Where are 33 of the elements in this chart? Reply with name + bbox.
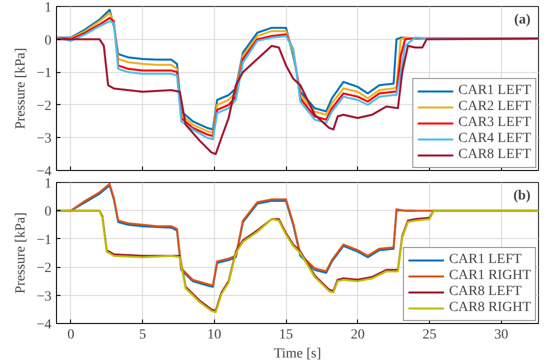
- y-tick-label: 0: [44, 204, 52, 220]
- x-tick-label: 20: [350, 328, 365, 342]
- x-tick-label: 5: [139, 328, 146, 342]
- y-axis-title: Pressure [kPa]: [14, 212, 29, 294]
- legend-label: CAR2 LEFT: [458, 99, 531, 115]
- legend-label: CAR3 LEFT: [458, 115, 531, 131]
- legend-label: CAR1 LEFT: [458, 83, 531, 99]
- legend-label: CAR8 LEFT: [458, 147, 531, 163]
- legend-label: CAR4 LEFT: [458, 131, 531, 147]
- x-axis-title: Time [s]: [274, 346, 322, 362]
- y-tick-label: −4: [36, 318, 52, 332]
- y-tick-label: 1: [44, 0, 52, 16]
- legend-label: CAR1 RIGHT: [448, 268, 531, 284]
- y-tick-label: −4: [36, 164, 52, 180]
- legend-label: CAR1 LEFT: [448, 252, 522, 268]
- y-tick-label: −1: [36, 66, 52, 82]
- y-tick-label: 0: [44, 33, 52, 48]
- y-tick-label: −2: [36, 261, 52, 276]
- y-tick-label: 1: [44, 176, 52, 192]
- y-tick-label: −3: [36, 289, 52, 304]
- annotation: (b): [513, 188, 531, 204]
- y-axis-title: Pressure [kPa]: [14, 48, 29, 130]
- y-tick-label: −3: [36, 132, 52, 147]
- x-tick-label: 10: [207, 328, 222, 342]
- x-tick-label: 0: [67, 328, 74, 342]
- legend-label: CAR8 RIGHT: [448, 300, 531, 316]
- legend-label: CAR8 LEFT: [448, 284, 522, 300]
- x-tick-label: 15: [279, 328, 294, 342]
- x-tick-label: 30: [494, 328, 508, 342]
- y-tick-label: −2: [36, 98, 52, 114]
- annotation: (a): [514, 12, 531, 28]
- y-tick-label: −1: [36, 232, 52, 248]
- x-tick-label: 25: [422, 328, 436, 342]
